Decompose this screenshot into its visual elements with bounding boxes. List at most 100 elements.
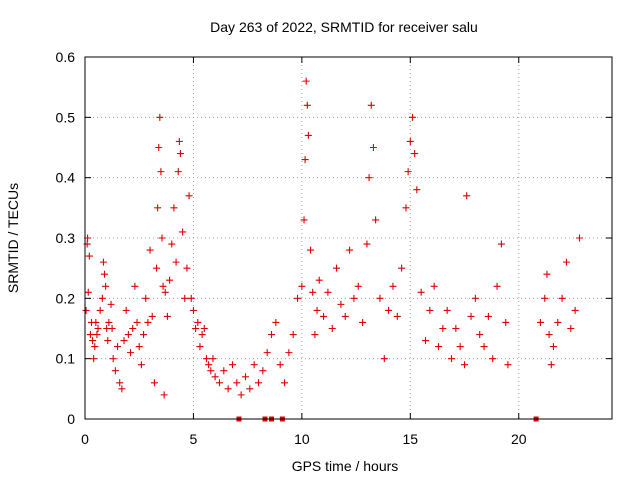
- data-point: [142, 294, 150, 302]
- x-tick-label: 5: [190, 431, 198, 447]
- data-point: [179, 228, 187, 236]
- data-point: [502, 318, 510, 326]
- data-point: [137, 361, 145, 369]
- data-point: [315, 276, 323, 284]
- data-point: [571, 306, 579, 314]
- y-axis-label: SRMTID / TECUs: [5, 183, 21, 293]
- x-tick-label: 15: [403, 431, 419, 447]
- data-point: [276, 361, 284, 369]
- data-point: [463, 192, 471, 200]
- x-tick-label: 20: [511, 431, 527, 447]
- data-point: [558, 294, 566, 302]
- data-point: [476, 331, 484, 339]
- data-point: [241, 373, 249, 381]
- data-point: [84, 288, 92, 296]
- x-tick-label: 0: [81, 431, 89, 447]
- data-point: [108, 325, 116, 332]
- data-point: [135, 343, 143, 351]
- data-point: [303, 101, 311, 109]
- data-point: [140, 331, 148, 339]
- data-point: [127, 349, 135, 357]
- data-point: [324, 288, 332, 296]
- data-point: [281, 379, 289, 387]
- data-point: [404, 168, 412, 176]
- x-axis-label: GPS time / hours: [292, 458, 399, 474]
- data-point: [341, 312, 349, 320]
- data-point: [170, 204, 178, 212]
- data-point: [194, 318, 202, 326]
- data-point: [543, 270, 551, 278]
- data-point: [311, 331, 319, 339]
- data-point: [131, 282, 139, 290]
- data-point: [467, 312, 475, 320]
- data-point: [189, 306, 197, 314]
- data-point: [161, 288, 169, 296]
- y-tick-label: 0.4: [56, 170, 76, 186]
- data-point: [307, 246, 315, 254]
- data-point: [272, 318, 280, 326]
- data-point: [155, 144, 163, 151]
- data-point: [365, 174, 373, 182]
- data-point: [309, 288, 317, 296]
- data-point: [471, 294, 479, 302]
- data-point: [393, 312, 401, 320]
- data-point: [122, 306, 130, 314]
- data-point: [98, 294, 106, 302]
- data-point: [96, 306, 104, 314]
- data-point: [116, 379, 124, 387]
- data-point: [111, 367, 119, 375]
- data-point: [456, 343, 464, 351]
- data-point: [443, 306, 451, 314]
- data-point: [313, 306, 321, 314]
- data-point: [304, 131, 312, 139]
- data-point: [120, 337, 128, 345]
- points-layer: [82, 77, 583, 422]
- data-point: [82, 306, 90, 314]
- data-point: [461, 361, 469, 369]
- data-point: [497, 240, 505, 248]
- data-point: [183, 264, 191, 272]
- data-point: [385, 306, 393, 314]
- data-point: [114, 343, 122, 351]
- data-point: [301, 156, 309, 164]
- data-point: [185, 192, 193, 200]
- data-point: [156, 113, 164, 121]
- data-point: [259, 367, 267, 375]
- data-point: [421, 337, 429, 345]
- data-point: [363, 240, 371, 248]
- data-point: [480, 343, 488, 351]
- data-point: [328, 325, 336, 332]
- data-point: [104, 337, 112, 345]
- data-point: [426, 306, 434, 314]
- data-point: [268, 331, 276, 339]
- x-tick-label: 10: [294, 431, 310, 447]
- data-point: [192, 325, 200, 332]
- data-point: [144, 318, 152, 326]
- data-point: [174, 168, 182, 176]
- data-point: [430, 282, 438, 290]
- data-point: [109, 355, 117, 363]
- data-point: [484, 312, 492, 320]
- data-point: [413, 186, 421, 194]
- data-point: [89, 337, 97, 345]
- data-point: [549, 343, 557, 351]
- data-point: [547, 361, 555, 369]
- data-point: [406, 137, 414, 145]
- data-point: [158, 234, 166, 242]
- data-point: [91, 343, 99, 351]
- data-point: [289, 331, 297, 339]
- data-point: [187, 294, 195, 302]
- data-point: [417, 288, 425, 296]
- data-point: [207, 367, 215, 375]
- y-tick-label: 0.1: [56, 351, 76, 367]
- data-point: [359, 318, 367, 326]
- data-point: [228, 361, 236, 369]
- data-point: [298, 282, 306, 290]
- data-point: [350, 294, 358, 302]
- data-point: [246, 385, 254, 393]
- data-point: [181, 294, 189, 302]
- data-point: [380, 355, 388, 363]
- data-point: [220, 367, 228, 375]
- data-point: [575, 234, 583, 242]
